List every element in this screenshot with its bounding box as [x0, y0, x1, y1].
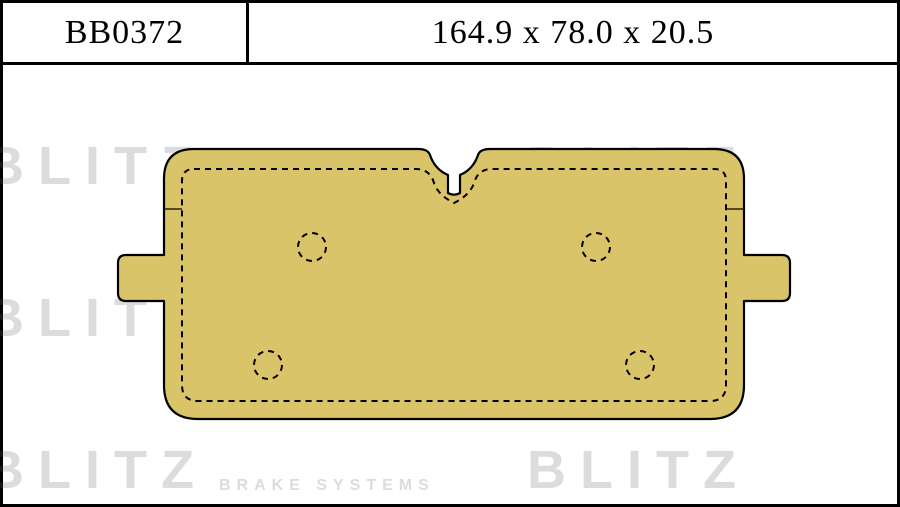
page-frame: BB0372 164.9 x 78.0 x 20.5 BLITZ BRAKE S…	[0, 0, 900, 507]
brake-pad-diagram	[90, 105, 810, 465]
part-number-cell: BB0372	[3, 3, 249, 62]
header-row: BB0372 164.9 x 78.0 x 20.5	[3, 3, 897, 65]
dimensions-cell: 164.9 x 78.0 x 20.5	[249, 3, 897, 62]
diagram-canvas: BLITZ BRAKE SYSTEMS BLITZ BLITZ BRAKE SY…	[3, 65, 897, 504]
watermark-sub: BRAKE SYSTEMS	[219, 477, 435, 495]
